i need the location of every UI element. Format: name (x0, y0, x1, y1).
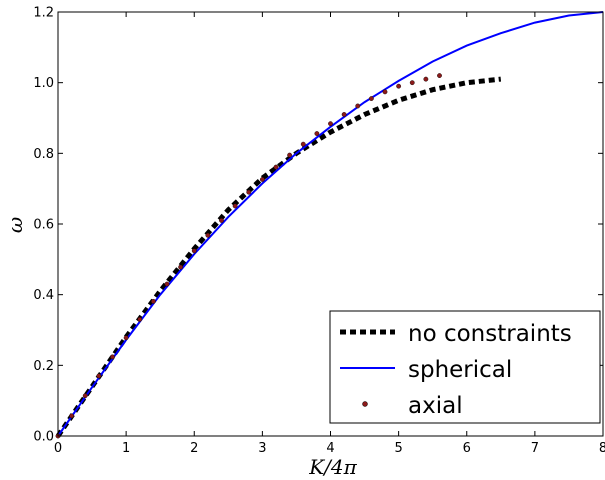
series-axial-point (219, 218, 224, 223)
x-tick-label: 8 (599, 441, 605, 456)
series-axial-point (328, 121, 333, 127)
series-axial-point (232, 203, 238, 209)
x-axis-label: K/4π (308, 455, 357, 479)
series-axial-point (341, 112, 347, 117)
series-axial-point (437, 73, 442, 79)
x-tick-label: 1 (122, 441, 130, 456)
x-tick-label: 2 (190, 441, 198, 456)
x-tick-label: 6 (463, 441, 471, 456)
series-axial-point (300, 141, 306, 147)
series-axial-point (191, 248, 197, 254)
series-axial-point (110, 354, 115, 360)
series-axial-point (423, 76, 429, 82)
plot-frame (57, 11, 604, 437)
y-tick-label: 0.8 (33, 147, 54, 162)
series-axial-point (409, 80, 415, 86)
legend-label-axial: axial (408, 393, 463, 419)
series-axial-point (246, 189, 252, 195)
series-axial-point (69, 413, 75, 419)
series-axial-point (259, 177, 265, 182)
series-axial-point (368, 96, 374, 101)
y-tick-label: 0.6 (33, 218, 54, 233)
y-tick-label: 0.2 (33, 359, 54, 374)
series-axial-point (164, 281, 170, 287)
x-tick-label: 0 (54, 441, 62, 456)
series-axial-point (382, 89, 388, 95)
series-axial-point (123, 335, 129, 341)
y-tick-label: 0.4 (33, 288, 54, 303)
series-axial-point (96, 373, 102, 379)
legend-swatch-axial (362, 401, 368, 407)
x-tick-label: 7 (531, 441, 539, 456)
legend: no constraints spherical axial (329, 310, 601, 424)
y-tick-label: 1.2 (33, 6, 54, 21)
series-layer (55, 11, 604, 439)
x-tick-label: 5 (394, 441, 402, 456)
series-axial-point (273, 164, 279, 170)
series-no-constraints-line (55, 76, 502, 438)
y-tick-label: 1.0 (33, 76, 54, 91)
series-axial-point (137, 316, 143, 322)
series-axial-point (82, 393, 88, 399)
x-tick-label: 4 (326, 441, 334, 456)
series-spherical-line (57, 11, 604, 437)
series-axial-point (178, 264, 184, 270)
legend-label-spherical: spherical (408, 357, 512, 383)
x-tick-label: 3 (258, 441, 266, 456)
series-axial-point (355, 103, 361, 109)
series-axial-point (287, 152, 293, 158)
legend-label-no-constraints: no constraints (408, 321, 572, 347)
series-axial-point (314, 131, 320, 136)
series-axial-point (205, 232, 211, 238)
series-axial-point (150, 298, 156, 304)
y-axis-label: ω (3, 217, 27, 233)
series-axial-point (396, 83, 402, 89)
y-tick-label: 0.0 (33, 430, 54, 445)
